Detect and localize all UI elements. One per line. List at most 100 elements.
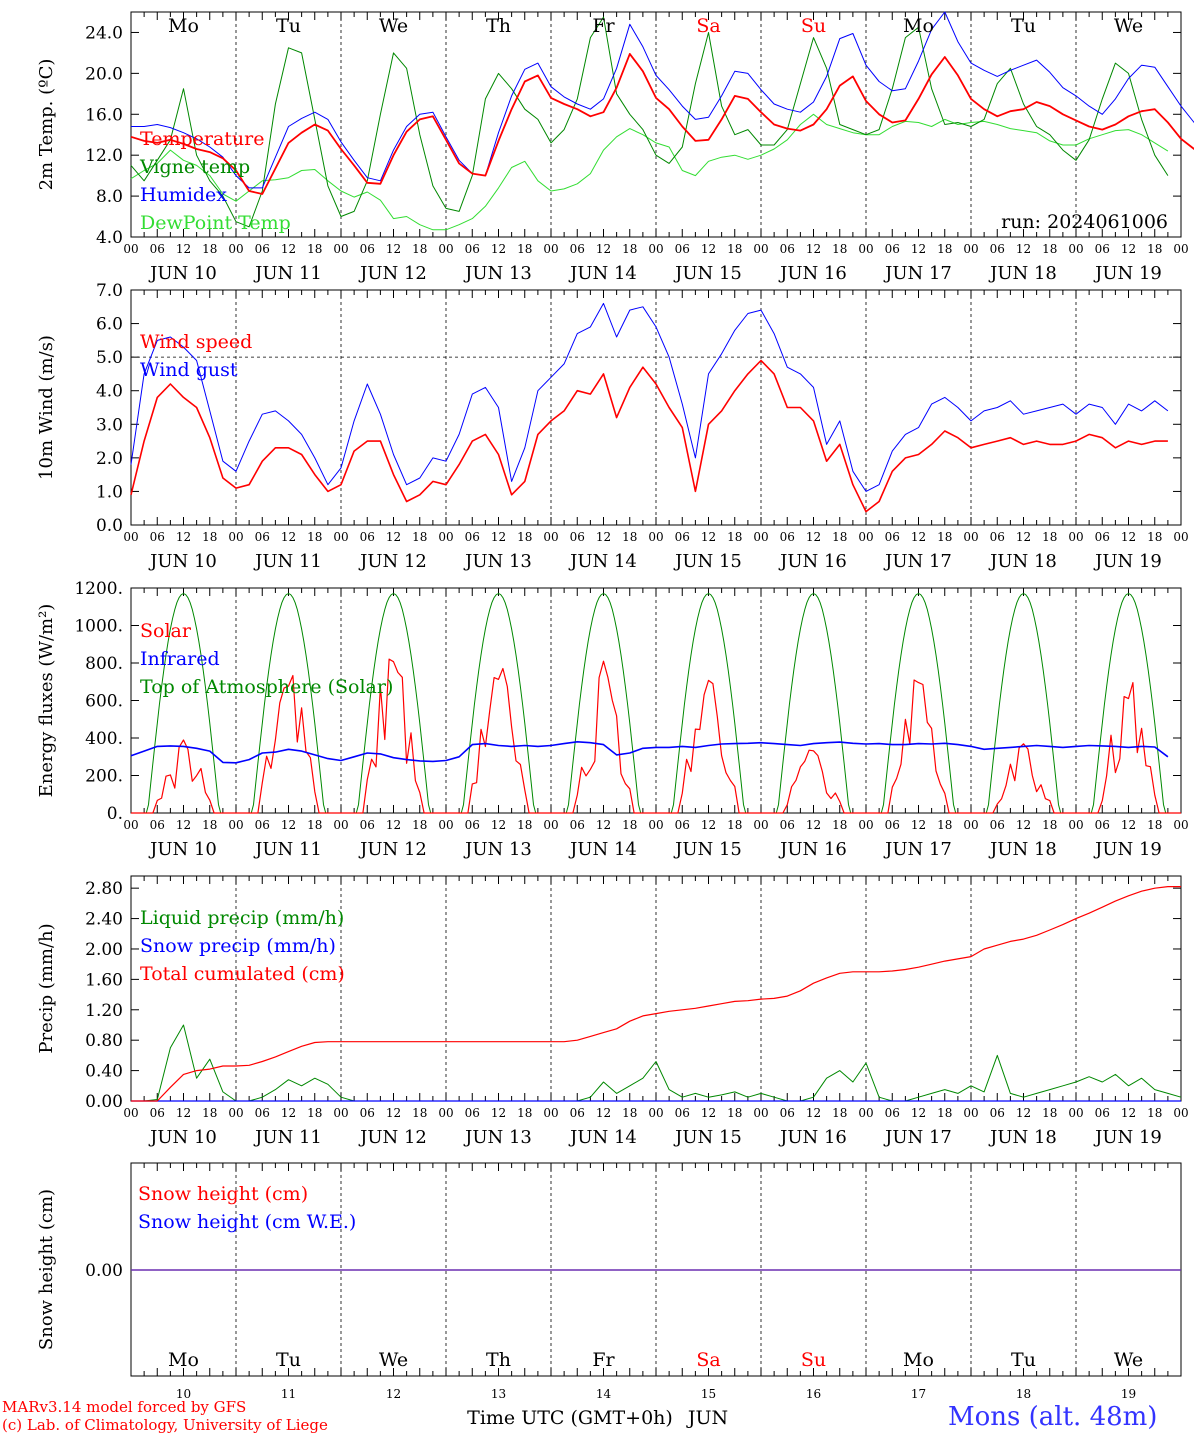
hour-tick-label: 18 xyxy=(202,530,217,544)
wind-gust-line xyxy=(130,302,1169,492)
month-label: JUN xyxy=(686,1407,728,1429)
hour-tick-label: 18 xyxy=(622,818,637,832)
y-tick-label: 24.0 xyxy=(85,23,123,43)
hour-tick-label: 00 xyxy=(1173,530,1188,544)
y-tick-label: 800. xyxy=(85,654,123,674)
hour-tick-label: 06 xyxy=(570,242,585,256)
hour-tick-label: 06 xyxy=(570,818,585,832)
hour-tick-label: 00 xyxy=(648,818,663,832)
hour-tick-label: 12 xyxy=(176,1106,191,1120)
hour-tick-label: 06 xyxy=(465,1106,480,1120)
day-number-label: 17 xyxy=(911,1387,926,1401)
legend-entry: Liquid precip (mm/h) xyxy=(140,907,344,929)
hour-tick-label: 12 xyxy=(911,242,926,256)
y-tick-label: 3.0 xyxy=(96,415,123,435)
hour-tick-label: 12 xyxy=(596,242,611,256)
date-label: JUN 13 xyxy=(463,1127,532,1148)
hour-tick-label: 06 xyxy=(990,242,1005,256)
y-tick-label: 0. xyxy=(107,804,123,824)
hour-tick-label: 00 xyxy=(963,818,978,832)
hour-tick-label: 18 xyxy=(937,242,952,256)
hour-tick-label: 06 xyxy=(255,818,270,832)
hour-tick-label: 00 xyxy=(963,530,978,544)
hour-tick-label: 00 xyxy=(543,242,558,256)
y-tick-label: 5.0 xyxy=(96,348,123,368)
x-axis-label: Time UTC (GMT+0h) xyxy=(467,1407,673,1429)
legend-entry: Temperature xyxy=(140,128,264,150)
legend-entry: Infrared xyxy=(140,648,220,670)
weekday-label: Tu xyxy=(276,15,301,37)
date-label: JUN 10 xyxy=(148,839,217,860)
date-label: JUN 12 xyxy=(358,263,427,284)
hour-tick-label: 06 xyxy=(780,242,795,256)
y-tick-label: 12.0 xyxy=(85,146,123,166)
hour-tick-label: 06 xyxy=(150,818,165,832)
y-tick-label: 1.20 xyxy=(85,1001,123,1021)
hour-tick-label: 00 xyxy=(858,1106,873,1120)
hour-tick-label: 06 xyxy=(675,1106,690,1120)
hour-tick-label: 12 xyxy=(806,242,821,256)
hour-tick-label: 18 xyxy=(832,530,847,544)
hour-tick-label: 06 xyxy=(675,530,690,544)
hour-tick-label: 12 xyxy=(176,530,191,544)
day-number-label: 18 xyxy=(1016,1387,1031,1401)
hour-tick-label: 12 xyxy=(1016,818,1031,832)
y-tick-label: 1000. xyxy=(74,617,123,637)
hour-tick-label: 00 xyxy=(648,242,663,256)
hour-tick-label: 18 xyxy=(1147,242,1162,256)
weekday-label: We xyxy=(1114,1349,1143,1371)
hour-tick-label: 00 xyxy=(333,530,348,544)
hour-tick-label: 12 xyxy=(701,818,716,832)
liquid-precip-line xyxy=(131,1024,1182,1102)
hour-tick-label: 18 xyxy=(832,1106,847,1120)
date-label: JUN 16 xyxy=(778,1127,847,1148)
hour-tick-label: 06 xyxy=(150,530,165,544)
day-number-label: 13 xyxy=(491,1387,506,1401)
date-label: JUN 15 xyxy=(673,1127,742,1148)
day-number-label: 16 xyxy=(806,1387,821,1401)
hour-tick-label: 00 xyxy=(753,1106,768,1120)
date-label: JUN 14 xyxy=(568,263,637,284)
hour-tick-label: 18 xyxy=(202,818,217,832)
total-cumulated-line xyxy=(131,885,1181,1102)
weekday-label: Mo xyxy=(903,1349,934,1371)
date-label: JUN 14 xyxy=(568,551,637,572)
hour-tick-label: 06 xyxy=(150,1106,165,1120)
weekday-label: Su xyxy=(801,1349,826,1371)
hour-tick-label: 18 xyxy=(727,818,742,832)
hour-tick-label: 12 xyxy=(386,530,401,544)
hour-tick-label: 12 xyxy=(1121,530,1136,544)
hour-tick-label: 00 xyxy=(753,242,768,256)
hour-tick-label: 00 xyxy=(438,818,453,832)
hour-tick-label: 18 xyxy=(1147,530,1162,544)
date-label: JUN 10 xyxy=(148,551,217,572)
hour-tick-label: 18 xyxy=(1042,818,1057,832)
hour-tick-label: 12 xyxy=(596,818,611,832)
hour-tick-label: 00 xyxy=(228,1106,243,1120)
y-axis-label: Precip (mm/h) xyxy=(36,923,57,1053)
hour-tick-label: 18 xyxy=(202,1106,217,1120)
hour-tick-label: 00 xyxy=(123,1106,138,1120)
y-tick-label: 0.00 xyxy=(85,1092,123,1112)
hour-tick-label: 18 xyxy=(412,242,427,256)
hour-tick-label: 06 xyxy=(990,530,1005,544)
hour-tick-label: 12 xyxy=(386,1106,401,1120)
hour-tick-label: 06 xyxy=(255,242,270,256)
hour-tick-label: 12 xyxy=(386,242,401,256)
legend-entry: Vigne temp xyxy=(139,156,250,178)
day-number-label: 14 xyxy=(596,1387,612,1401)
y-axis-label: 10m Wind (m/s) xyxy=(36,335,57,480)
hour-tick-label: 00 xyxy=(543,818,558,832)
hour-tick-label: 18 xyxy=(307,1106,322,1120)
model-credit: MARv3.14 model forced by GFS (c) Lab. of… xyxy=(2,1398,328,1434)
date-label: JUN 18 xyxy=(988,1127,1057,1148)
date-label: JUN 17 xyxy=(883,551,952,572)
hour-tick-label: 00 xyxy=(1068,530,1083,544)
temperature-line xyxy=(130,53,1194,195)
hour-tick-label: 00 xyxy=(438,242,453,256)
hour-tick-label: 00 xyxy=(228,530,243,544)
hour-tick-label: 12 xyxy=(911,1106,926,1120)
panel-1: 00 06 12 18 JUN 10 00 06 12 18 JUN 11 00 06 12 18 JUN … xyxy=(36,11,1194,284)
date-label: JUN 14 xyxy=(568,1127,637,1148)
hour-tick-label: 18 xyxy=(1042,1106,1057,1120)
